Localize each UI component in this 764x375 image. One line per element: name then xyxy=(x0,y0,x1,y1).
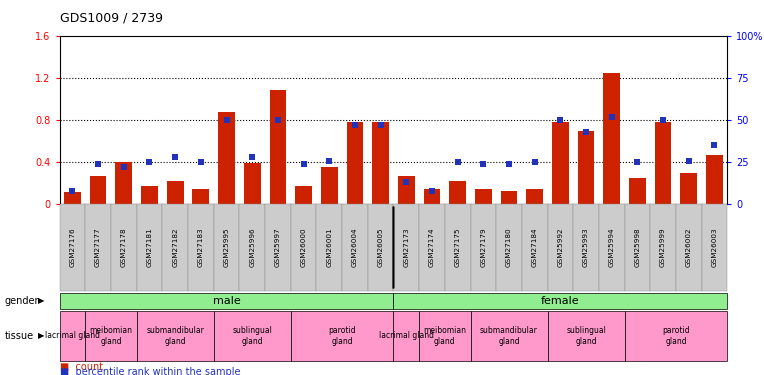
Text: GSM27181: GSM27181 xyxy=(147,228,153,267)
Bar xyxy=(167,181,183,204)
Bar xyxy=(706,155,723,204)
Point xyxy=(221,117,233,123)
Text: tissue: tissue xyxy=(5,331,34,341)
Text: GSM27175: GSM27175 xyxy=(455,228,461,267)
Bar xyxy=(449,181,466,204)
Bar xyxy=(500,190,517,204)
Point xyxy=(195,159,207,165)
Text: gender: gender xyxy=(5,296,39,306)
Bar xyxy=(398,176,415,204)
Bar xyxy=(578,130,594,204)
Bar xyxy=(372,122,389,204)
Text: GSM26004: GSM26004 xyxy=(352,228,358,267)
Bar xyxy=(681,173,698,204)
Text: GSM25998: GSM25998 xyxy=(634,228,640,267)
Point xyxy=(631,159,643,165)
Point xyxy=(426,188,438,194)
Text: ▶: ▶ xyxy=(38,296,44,305)
Point xyxy=(246,154,258,160)
Text: GSM26002: GSM26002 xyxy=(686,228,692,267)
Point xyxy=(606,114,618,120)
Text: GSM25996: GSM25996 xyxy=(249,228,255,267)
Bar xyxy=(552,122,568,204)
Text: GSM27177: GSM27177 xyxy=(95,228,101,267)
Text: male: male xyxy=(212,296,241,306)
Bar xyxy=(64,192,81,204)
Bar xyxy=(141,186,158,204)
Point xyxy=(323,158,335,164)
Bar xyxy=(526,189,543,204)
Point xyxy=(683,158,695,164)
Text: ■  percentile rank within the sample: ■ percentile rank within the sample xyxy=(60,368,240,375)
Text: GSM26000: GSM26000 xyxy=(300,228,306,267)
Text: GSM27183: GSM27183 xyxy=(198,228,204,267)
Bar xyxy=(193,189,209,204)
Text: GSM27178: GSM27178 xyxy=(121,228,127,267)
Text: GSM27174: GSM27174 xyxy=(429,228,435,267)
Point xyxy=(400,180,413,186)
Text: GSM27180: GSM27180 xyxy=(506,228,512,267)
Text: submandibular
gland: submandibular gland xyxy=(146,326,204,346)
Point xyxy=(374,122,387,128)
Text: lacrimal gland: lacrimal gland xyxy=(45,332,100,340)
Bar xyxy=(295,186,312,204)
Text: GSM27176: GSM27176 xyxy=(70,228,76,267)
Text: lacrimal gland: lacrimal gland xyxy=(379,332,434,340)
Point xyxy=(555,117,567,123)
Text: GSM26001: GSM26001 xyxy=(326,228,332,267)
Point xyxy=(529,159,541,165)
Text: GSM25993: GSM25993 xyxy=(583,228,589,267)
Bar xyxy=(604,72,620,204)
Point xyxy=(169,154,181,160)
Point xyxy=(92,161,104,167)
Bar xyxy=(475,189,492,204)
Bar xyxy=(219,112,235,204)
Point xyxy=(297,161,309,167)
Bar xyxy=(347,122,364,204)
Point xyxy=(272,117,284,123)
Text: parotid
gland: parotid gland xyxy=(329,326,356,346)
Text: submandibular
gland: submandibular gland xyxy=(480,326,538,346)
Point xyxy=(708,142,720,148)
Point xyxy=(144,159,156,165)
Bar xyxy=(115,162,132,204)
Bar xyxy=(321,168,338,204)
Bar xyxy=(89,176,106,204)
Text: GSM27179: GSM27179 xyxy=(481,228,487,267)
Point xyxy=(66,188,79,194)
Text: GSM25999: GSM25999 xyxy=(660,228,666,267)
Text: meibomian
gland: meibomian gland xyxy=(423,326,466,346)
Text: sublingual
gland: sublingual gland xyxy=(232,326,272,346)
Text: GSM25992: GSM25992 xyxy=(558,228,563,267)
Text: GSM25995: GSM25995 xyxy=(224,228,229,267)
Point xyxy=(580,129,592,135)
Text: ■  count: ■ count xyxy=(60,362,102,372)
Text: GSM27173: GSM27173 xyxy=(403,228,410,267)
Text: sublingual
gland: sublingual gland xyxy=(566,326,606,346)
Text: female: female xyxy=(541,296,580,306)
Text: meibomian
gland: meibomian gland xyxy=(89,326,132,346)
Bar xyxy=(629,178,646,204)
Bar xyxy=(655,122,672,204)
Text: GSM27182: GSM27182 xyxy=(172,228,178,267)
Text: parotid
gland: parotid gland xyxy=(662,326,690,346)
Point xyxy=(478,161,490,167)
Point xyxy=(349,122,361,128)
Text: ▶: ▶ xyxy=(38,332,44,340)
Text: GDS1009 / 2739: GDS1009 / 2739 xyxy=(60,11,163,24)
Point xyxy=(118,164,130,170)
Bar xyxy=(423,189,440,204)
Text: GSM27184: GSM27184 xyxy=(532,228,538,267)
Point xyxy=(452,159,464,165)
Bar xyxy=(244,163,261,204)
Text: GSM25997: GSM25997 xyxy=(275,228,281,267)
Bar xyxy=(270,90,286,204)
Text: GSM25994: GSM25994 xyxy=(609,228,615,267)
Point xyxy=(503,161,515,167)
Point xyxy=(657,117,669,123)
Text: GSM26005: GSM26005 xyxy=(377,228,384,267)
Text: GSM26003: GSM26003 xyxy=(711,228,717,267)
